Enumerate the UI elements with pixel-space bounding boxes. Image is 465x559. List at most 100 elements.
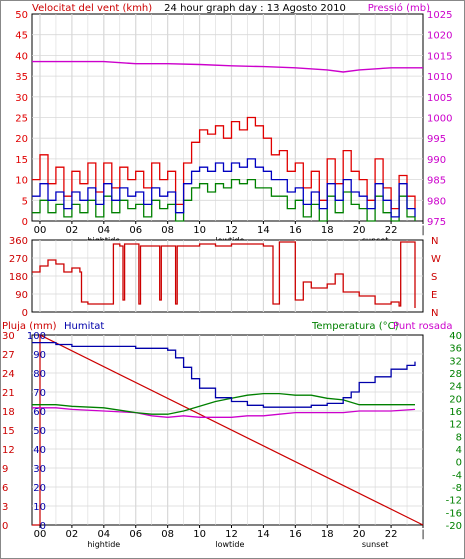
x-tick-label: 14	[257, 529, 270, 540]
temp-tick-label: -4	[452, 470, 462, 481]
temp-tick-label: 24	[449, 382, 462, 393]
temp-tick-label: -20	[446, 521, 462, 532]
pressure-tick-label: 1000	[427, 114, 452, 125]
wind-tick-label: 0	[22, 217, 28, 228]
pressure-tick-label: 1010	[427, 72, 452, 83]
rain-tick-label: 12	[2, 445, 15, 456]
climate-series	[32, 334, 424, 526]
temp-tick-label: 0	[456, 458, 462, 469]
temp-tick-label: -12	[446, 496, 462, 507]
pressure-label: Pressió (mb)	[368, 2, 430, 14]
series-direction-line	[32, 241, 416, 308]
pressure-tick-label: 1005	[427, 93, 452, 104]
x-tick-label: 22	[385, 225, 398, 236]
wind-tick-label: 10	[15, 176, 28, 187]
x-tick-label: 22	[385, 529, 398, 540]
direction-tick-label: 90	[15, 290, 28, 301]
x-tick-label: 02	[66, 529, 79, 540]
series-rain-line	[32, 334, 424, 526]
x-tick-label: 20	[353, 529, 366, 540]
x-tick-label: 10	[193, 529, 206, 540]
pressure-tick-label: 1025	[427, 10, 452, 21]
compass-tick-label: E	[431, 290, 437, 301]
rain-tick-label: 15	[2, 426, 15, 437]
pressure-tick-label: 1015	[427, 51, 452, 62]
temp-tick-label: 12	[449, 420, 462, 431]
humidity-tick-label: 20	[33, 483, 46, 494]
wind-tick-label: 15	[15, 155, 28, 166]
graph-title: 24 hour graph day : 13 Agosto 2010	[164, 3, 346, 14]
wind-tick-label: 40	[15, 51, 28, 62]
pressure-tick-label: 975	[427, 217, 446, 228]
series-pressure-line	[32, 60, 423, 73]
temperature-label: Temperatura (°C)	[311, 321, 399, 332]
x-tick-label: |	[421, 225, 424, 236]
dew-label: Punt rosada	[393, 321, 452, 332]
humidity-tick-label: 50	[33, 426, 46, 437]
rain-tick-label: 18	[2, 407, 15, 418]
temp-tick-label: 4	[456, 445, 462, 456]
x-tick-label: 08	[161, 529, 174, 540]
humidity-label: Humitat	[64, 321, 104, 332]
tide-marker-label: lowtide	[215, 540, 244, 549]
x-tick-label: 10	[193, 225, 206, 236]
temp-tick-label: 28	[449, 369, 462, 380]
direction-series	[32, 241, 416, 308]
compass-tick-label: S	[431, 272, 437, 283]
temp-tick-label: 40	[449, 331, 462, 342]
rain-tick-label: 21	[2, 388, 15, 399]
tide-marker-label: hightide	[87, 540, 120, 549]
x-tick-label: 16	[289, 225, 302, 236]
x-tick-label: 06	[129, 529, 142, 540]
temp-tick-label: -8	[452, 483, 462, 494]
humidity-tick-label: 90	[33, 350, 46, 361]
x-tick-label: 06	[129, 225, 142, 236]
humidity-tick-label: 0	[40, 521, 46, 532]
wind-tick-label: 35	[15, 72, 28, 83]
x-tick-label: 16	[289, 529, 302, 540]
humidity-tick-label: 70	[33, 388, 46, 399]
temp-tick-label: 36	[449, 344, 462, 355]
temp-tick-label: 20	[449, 394, 462, 405]
x-tick-label: 04	[97, 529, 110, 540]
rain-tick-label: 0	[2, 521, 8, 532]
x-tick-label: 18	[321, 529, 334, 540]
series-average-line	[32, 158, 416, 218]
humidity-tick-label: 30	[33, 464, 46, 475]
wind-tick-label: 20	[15, 134, 28, 145]
x-axis-3: 00 02 04 06 08 10 12 14 16 18 20 22 | hightide lowtide…	[34, 525, 425, 549]
series-dew-line	[32, 407, 416, 418]
x-tick-label: 08	[161, 225, 174, 236]
wind-axis-ticks: 0510152025303540455097598098599099510001…	[15, 10, 452, 228]
wind-series	[32, 60, 423, 222]
x-tick-label: 18	[321, 225, 334, 236]
compass-tick-label: N	[431, 236, 438, 247]
pressure-tick-label: 1020	[427, 31, 452, 42]
humidity-tick-label: 40	[33, 445, 46, 456]
humidity-tick-label: 80	[33, 369, 46, 380]
x-tick-label: |	[421, 529, 424, 540]
rain-tick-label: 30	[2, 331, 15, 342]
humidity-tick-label: 100	[27, 331, 46, 342]
rain-label: Pluja (mm)	[2, 321, 57, 332]
pressure-tick-label: 990	[427, 155, 446, 166]
temp-tick-label: -16	[446, 508, 462, 519]
pressure-tick-label: 980	[427, 196, 446, 207]
rain-tick-label: 9	[2, 464, 8, 475]
rain-tick-label: 24	[2, 369, 15, 380]
x-tick-label: 20	[353, 225, 366, 236]
compass-tick-label: N	[431, 308, 438, 319]
direction-tick-label: 360	[9, 236, 28, 247]
wind-tick-label: 5	[22, 196, 28, 207]
pressure-tick-label: 985	[427, 176, 446, 187]
humidity-tick-label: 60	[33, 407, 46, 418]
rain-tick-label: 27	[2, 350, 15, 361]
humidity-tick-label: 10	[33, 502, 46, 513]
pressure-tick-label: 995	[427, 134, 446, 145]
x-tick-label: 00	[34, 225, 47, 236]
rain-tick-label: 3	[2, 502, 8, 513]
direction-tick-label: 0	[22, 308, 28, 319]
x-tick-label: 04	[97, 225, 110, 236]
